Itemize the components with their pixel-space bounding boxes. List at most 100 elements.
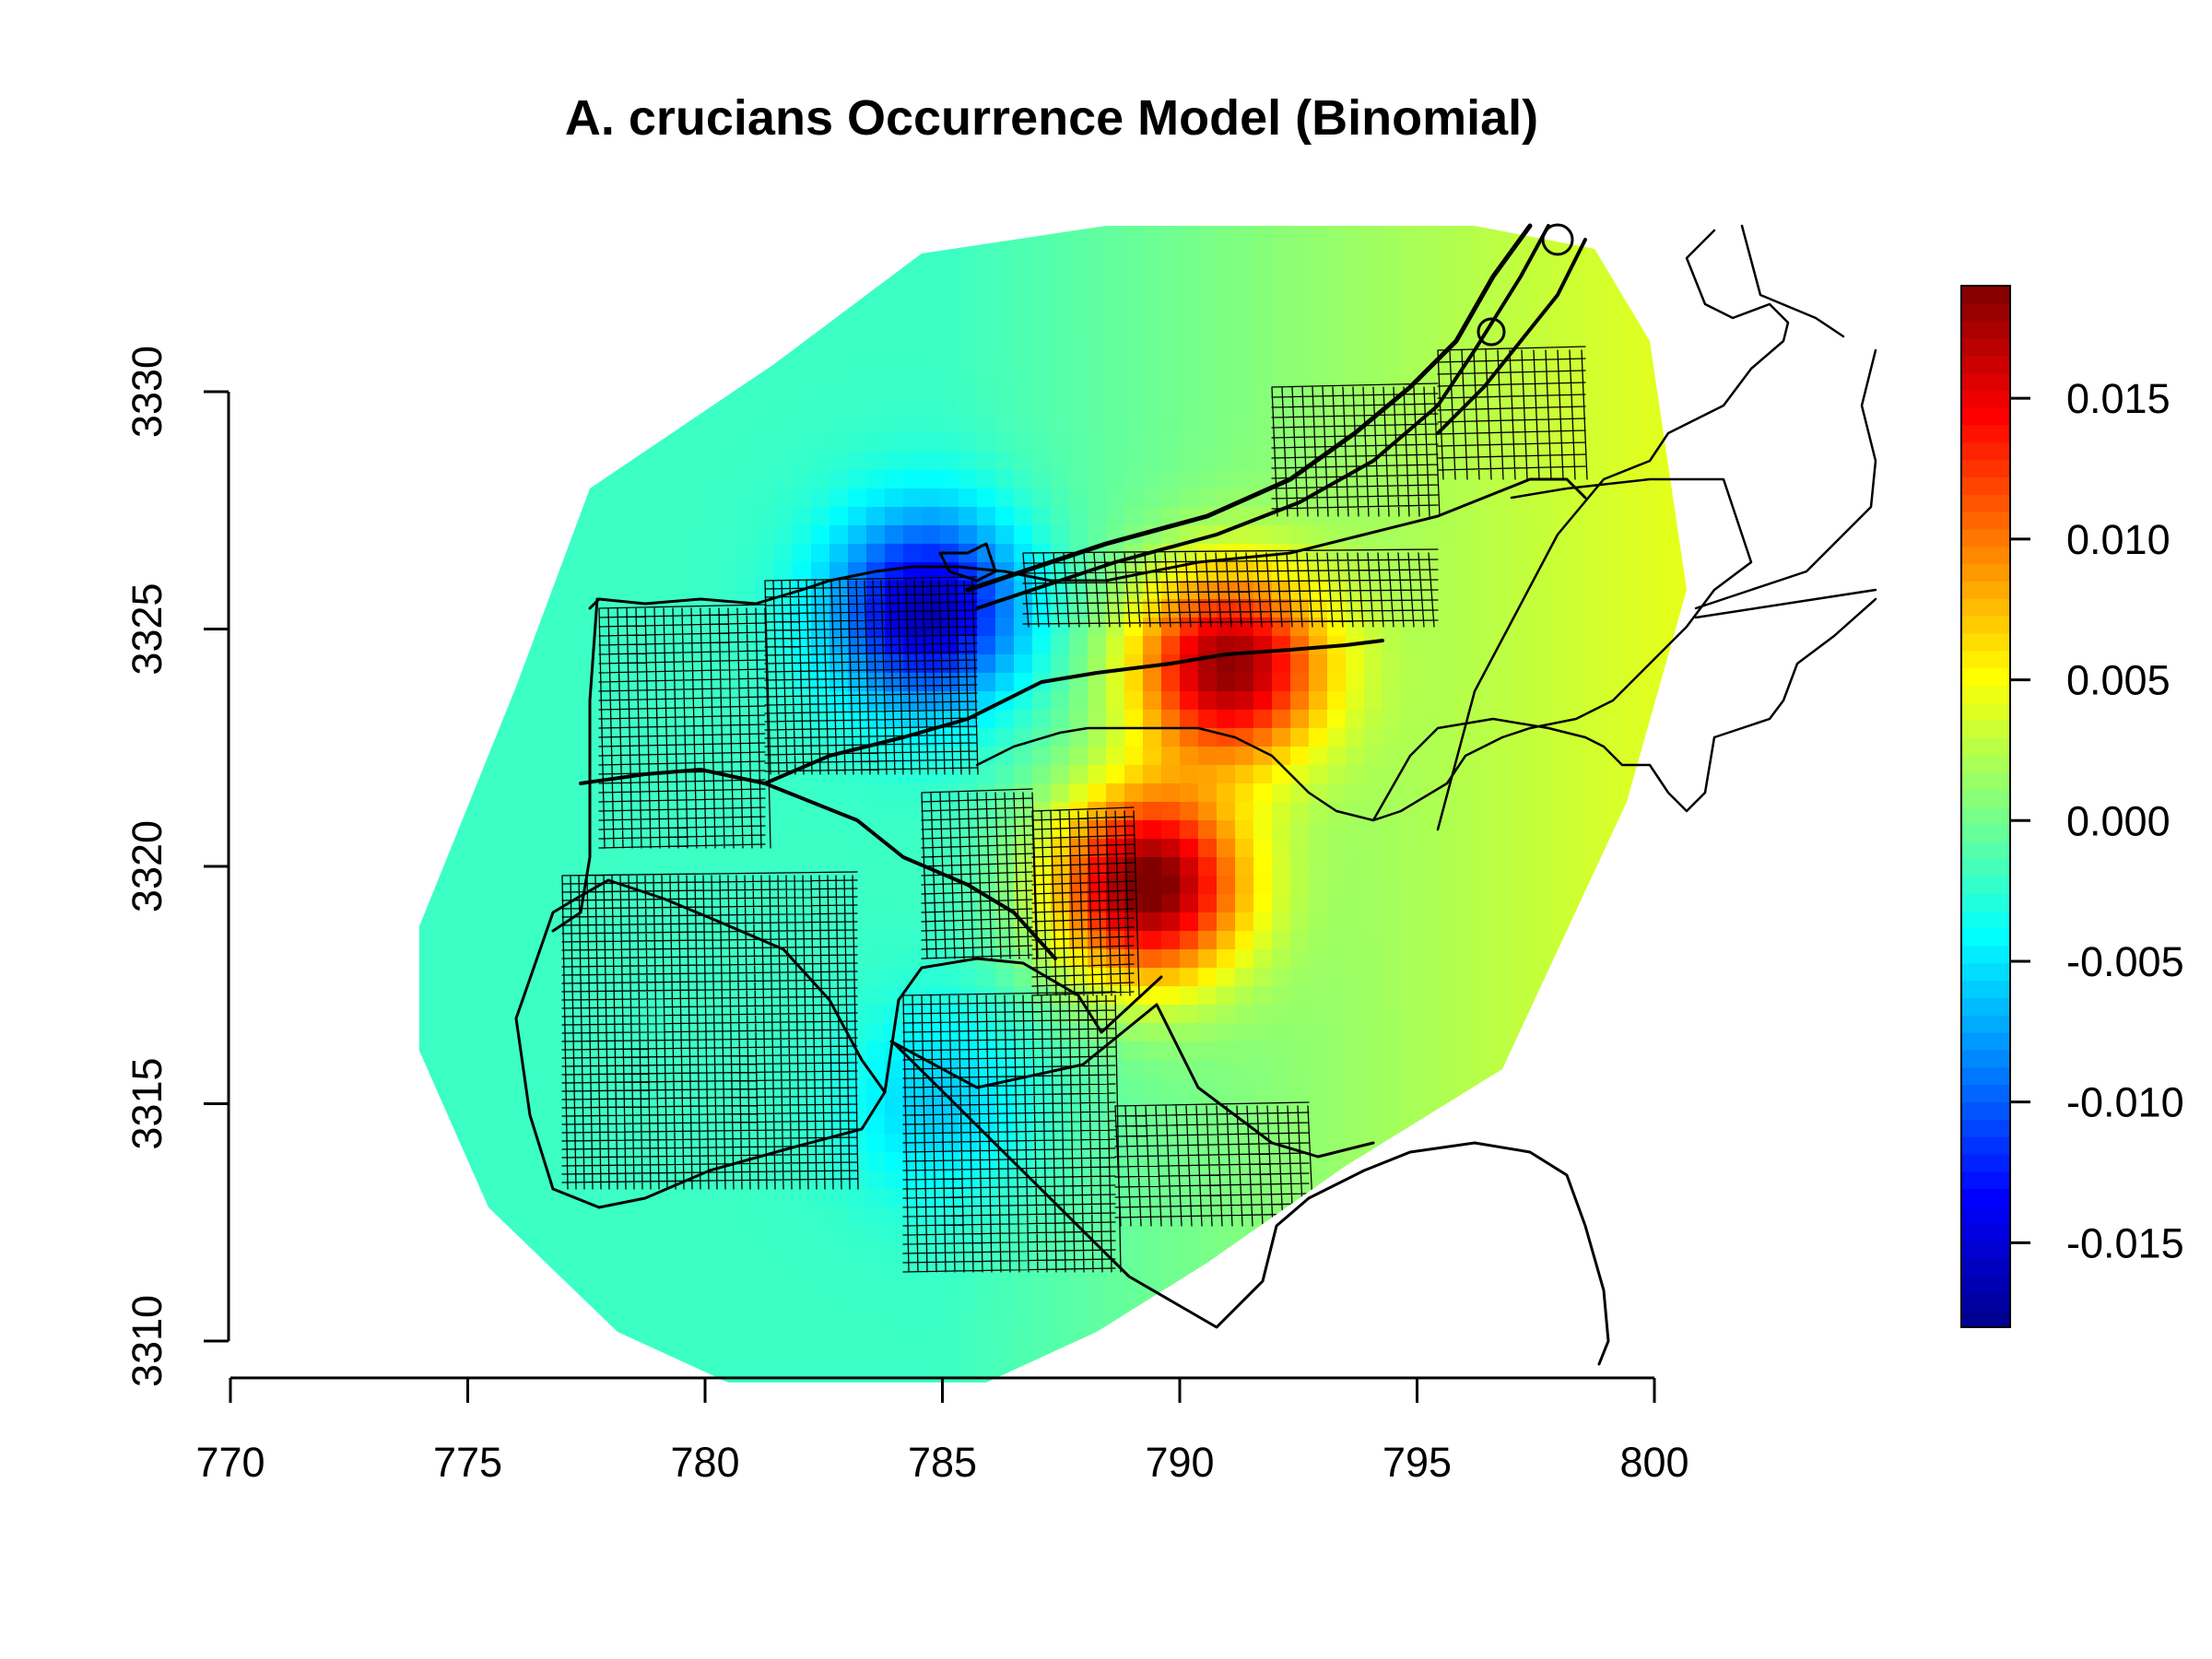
surface-cell (479, 1318, 499, 1337)
surface-cell (1401, 488, 1420, 508)
surface-cell (1309, 747, 1328, 766)
surface-cell (608, 1097, 628, 1116)
colorbar-swatch (1961, 511, 2010, 530)
surface-cell (571, 1226, 591, 1245)
surface-cell (1475, 1078, 1494, 1098)
surface-cell (1364, 876, 1383, 895)
colorbar-tick-label: 0.005 (2066, 657, 2171, 704)
surface-cell (1272, 267, 1291, 287)
surface-cell (719, 1281, 738, 1300)
surface-cell (1272, 765, 1291, 784)
surface-cell (737, 1336, 757, 1356)
surface-cell (1069, 323, 1088, 342)
surface-cell (1069, 654, 1088, 674)
surface-cell (1346, 1355, 1365, 1374)
surface-cell (1585, 525, 1605, 545)
surface-cell (1475, 857, 1494, 877)
surface-cell (1696, 1115, 1715, 1135)
surface-cell (627, 747, 646, 766)
surface-cell (608, 1355, 628, 1374)
surface-cell (516, 433, 535, 453)
surface-cell (1088, 1281, 1107, 1300)
surface-cell (664, 433, 683, 453)
surface-cell (1548, 1244, 1568, 1264)
surface-cell (1641, 1318, 1660, 1337)
surface-cell (627, 1318, 646, 1337)
surface-cell (419, 525, 425, 545)
surface-cell (535, 654, 554, 674)
surface-cell (1143, 710, 1162, 729)
surface-cell (719, 470, 738, 489)
surface-cell (479, 396, 499, 416)
surface-cell (1346, 341, 1365, 360)
surface-cell (995, 341, 1015, 360)
surface-cell (419, 341, 425, 360)
surface-cell (1069, 857, 1088, 877)
surface-cell (700, 1060, 720, 1079)
surface-cell (1641, 912, 1660, 932)
surface-cell (1659, 1207, 1678, 1227)
surface-cell (959, 1134, 978, 1153)
surface-cell (1659, 618, 1678, 637)
surface-cell (608, 1300, 628, 1319)
surface-cell (995, 1097, 1015, 1116)
surface-cell (1401, 599, 1420, 618)
surface-cell (461, 1115, 480, 1135)
surface-cell (498, 986, 517, 1006)
surface-cell (1198, 1005, 1218, 1024)
surface-cell (737, 1244, 757, 1264)
surface-cell (1143, 1097, 1162, 1116)
surface-cell (830, 968, 849, 987)
surface-cell (1290, 286, 1310, 305)
surface-cell (1198, 452, 1218, 471)
surface-cell (1106, 710, 1125, 729)
surface-cell (1198, 1263, 1218, 1282)
surface-cell (830, 1263, 849, 1282)
surface-cell (1088, 1097, 1107, 1116)
surface-cell (645, 1189, 665, 1208)
surface-cell (1253, 1226, 1273, 1245)
surface-cell (1659, 359, 1678, 379)
surface-cell (424, 968, 443, 987)
surface-cell (995, 323, 1015, 342)
surface-cell (848, 359, 867, 379)
surface-cell (1198, 378, 1218, 397)
surface-cell (1622, 857, 1641, 877)
surface-cell (645, 728, 665, 747)
surface-cell (1014, 839, 1033, 858)
surface-cell (1567, 802, 1586, 821)
surface-cell (1677, 931, 1687, 950)
surface-cell (811, 783, 830, 803)
surface-cell (903, 1373, 923, 1382)
surface-cell (959, 636, 978, 655)
surface-cell (1604, 968, 1623, 987)
surface-cell (977, 452, 996, 471)
surface-cell (1512, 488, 1531, 508)
surface-cell (1548, 710, 1568, 729)
surface-cell (756, 1263, 775, 1282)
surface-cell (700, 1171, 720, 1190)
surface-cell (608, 931, 628, 950)
surface-cell (1364, 802, 1383, 821)
surface-cell (1272, 1355, 1291, 1374)
surface-cell (1069, 1318, 1088, 1337)
surface-cell (498, 488, 517, 508)
surface-cell (737, 1318, 757, 1337)
surface-cell (479, 857, 499, 877)
surface-cell (1696, 710, 1715, 729)
surface-cell (682, 525, 701, 545)
surface-cell (590, 1281, 609, 1300)
surface-cell (535, 599, 554, 618)
surface-cell (1438, 544, 1457, 563)
surface-cell (1696, 894, 1715, 913)
surface-cell (903, 396, 923, 416)
surface-cell (1051, 1152, 1070, 1171)
surface-cell (571, 1336, 591, 1356)
surface-cell (1530, 931, 1549, 950)
surface-cell (1180, 894, 1199, 913)
surface-cell (553, 415, 572, 434)
surface-cell (627, 359, 646, 379)
surface-cell (1456, 931, 1476, 950)
surface-cell (1475, 1244, 1494, 1264)
surface-cell (590, 433, 609, 453)
